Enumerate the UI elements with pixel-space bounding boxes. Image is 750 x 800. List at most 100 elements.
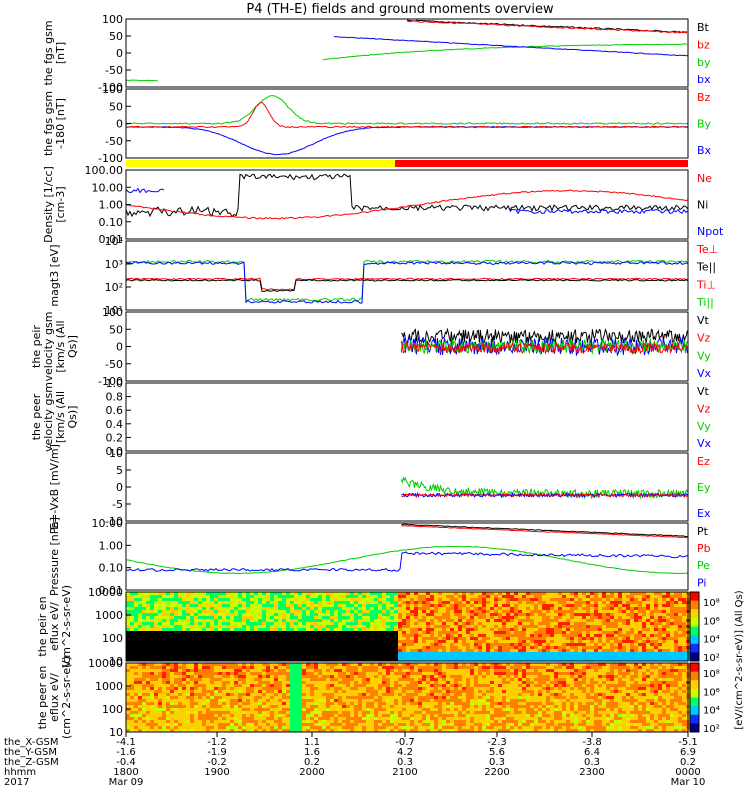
spectrogram-cell bbox=[182, 717, 186, 720]
spectrogram-cell bbox=[650, 655, 654, 658]
spectrogram-cell bbox=[618, 652, 622, 655]
spectrogram-cell bbox=[434, 619, 438, 622]
spectrogram-cell bbox=[130, 726, 134, 729]
spectrogram-cell bbox=[450, 601, 454, 604]
spectrogram-cell bbox=[306, 601, 310, 604]
spectrogram-cell bbox=[338, 714, 342, 717]
spectrogram-cell bbox=[298, 598, 302, 601]
spectrogram-cell bbox=[510, 643, 514, 646]
legend-entry: Te⊥ bbox=[696, 243, 718, 256]
spectrogram-cell bbox=[142, 607, 146, 610]
spectrogram-cell bbox=[354, 687, 358, 690]
spectrogram-cell bbox=[574, 601, 578, 604]
spectrogram-cell bbox=[218, 699, 222, 702]
y-tick-label: 100.00 bbox=[85, 164, 124, 177]
spectrogram-cell bbox=[142, 610, 146, 613]
spectrogram-cell bbox=[630, 610, 634, 613]
spectrogram-cell bbox=[382, 663, 386, 666]
spectrogram-cell bbox=[450, 607, 454, 610]
spectrogram-cell bbox=[438, 604, 442, 607]
spectrogram-cell bbox=[486, 643, 490, 646]
spectrogram-cell bbox=[222, 726, 226, 729]
spectrogram-cell bbox=[642, 655, 646, 658]
spectrogram-cell bbox=[462, 610, 466, 613]
y-tick-label: 1.0 bbox=[106, 377, 124, 390]
spectrogram-cell bbox=[582, 601, 586, 604]
spectrogram-cell bbox=[278, 729, 282, 732]
spectrogram-cell bbox=[330, 729, 334, 732]
spectrogram-cell bbox=[234, 598, 238, 601]
spectrogram-cell bbox=[558, 643, 562, 646]
spectrogram-cell bbox=[614, 631, 618, 634]
spectrogram-cell bbox=[346, 705, 350, 708]
spectrogram-cell bbox=[262, 610, 266, 613]
spectrogram-cell bbox=[262, 723, 266, 726]
spectrogram-cell bbox=[614, 610, 618, 613]
spectrogram-cell bbox=[638, 613, 642, 616]
spectrogram-cell bbox=[366, 622, 370, 625]
spectrogram-cell bbox=[418, 625, 422, 628]
spectrogram-cell bbox=[346, 720, 350, 723]
spectrogram-cell bbox=[346, 714, 350, 717]
spectrogram-cell bbox=[378, 699, 382, 702]
spectrogram-cell bbox=[214, 720, 218, 723]
spectrogram-cell bbox=[262, 643, 266, 646]
spectrogram-cell bbox=[430, 598, 434, 601]
spectrogram-cell bbox=[214, 613, 218, 616]
spectrogram-cell bbox=[542, 634, 546, 637]
spectrogram-cell bbox=[386, 604, 390, 607]
spectrogram-cell bbox=[250, 705, 254, 708]
spectrogram-cell bbox=[430, 646, 434, 649]
spectrogram-cell bbox=[410, 646, 414, 649]
spectrogram-cell bbox=[330, 726, 334, 729]
spectrogram-cell bbox=[322, 604, 326, 607]
spectrogram-cell bbox=[322, 714, 326, 717]
spectrogram-cell bbox=[210, 598, 214, 601]
spectrogram-cell bbox=[142, 681, 146, 684]
series-Bx bbox=[126, 126, 689, 156]
spectrogram-cell bbox=[546, 649, 550, 652]
spectrogram-cell bbox=[646, 625, 650, 628]
spectrogram-cell bbox=[566, 595, 570, 598]
spectrogram-cell bbox=[374, 649, 378, 652]
spectrogram-cell bbox=[662, 649, 666, 652]
spectrogram-cell bbox=[334, 622, 338, 625]
legend-entry: Bx bbox=[697, 144, 712, 157]
spectrogram-cell bbox=[482, 658, 486, 661]
spectrogram-cell bbox=[298, 717, 302, 720]
spectrogram-cell bbox=[662, 628, 666, 631]
panel-frame bbox=[125, 452, 689, 522]
spectrogram-cell bbox=[274, 717, 278, 720]
spectrogram-cell bbox=[382, 604, 386, 607]
spectrogram-cell bbox=[430, 607, 434, 610]
spectrogram-cell bbox=[262, 714, 266, 717]
spectrogram-cell bbox=[278, 595, 282, 598]
spectrogram-cell bbox=[622, 655, 626, 658]
spectrogram-cell bbox=[274, 681, 278, 684]
spectrogram-cell bbox=[330, 640, 334, 643]
spectrogram-cell bbox=[610, 622, 614, 625]
spectrogram-cell bbox=[210, 729, 214, 732]
spectrogram-cell bbox=[342, 613, 346, 616]
spectrogram-cell bbox=[590, 640, 594, 643]
spectrogram-cell bbox=[250, 637, 254, 640]
spectrogram-cell bbox=[230, 702, 234, 705]
spectrogram-cell bbox=[206, 708, 210, 711]
spectrogram-cell bbox=[186, 622, 190, 625]
spectrogram-cell bbox=[670, 649, 674, 652]
spectrogram-cell bbox=[558, 625, 562, 628]
spectrogram-cell bbox=[358, 699, 362, 702]
spectrogram-cell bbox=[578, 601, 582, 604]
spectrogram-cell bbox=[414, 658, 418, 661]
spectrogram-cell bbox=[390, 652, 394, 655]
spectrogram-cell bbox=[574, 598, 578, 601]
spectrogram-cell bbox=[246, 652, 250, 655]
spectrogram-cell bbox=[542, 649, 546, 652]
spectrogram-cell bbox=[578, 616, 582, 619]
spectrogram-cell bbox=[542, 598, 546, 601]
spectrogram-cell bbox=[170, 669, 174, 672]
spectrogram-cell bbox=[386, 613, 390, 616]
spectrogram-cell bbox=[290, 690, 294, 693]
spectrogram-cell bbox=[374, 729, 378, 732]
spectrogram-cell bbox=[514, 592, 518, 595]
